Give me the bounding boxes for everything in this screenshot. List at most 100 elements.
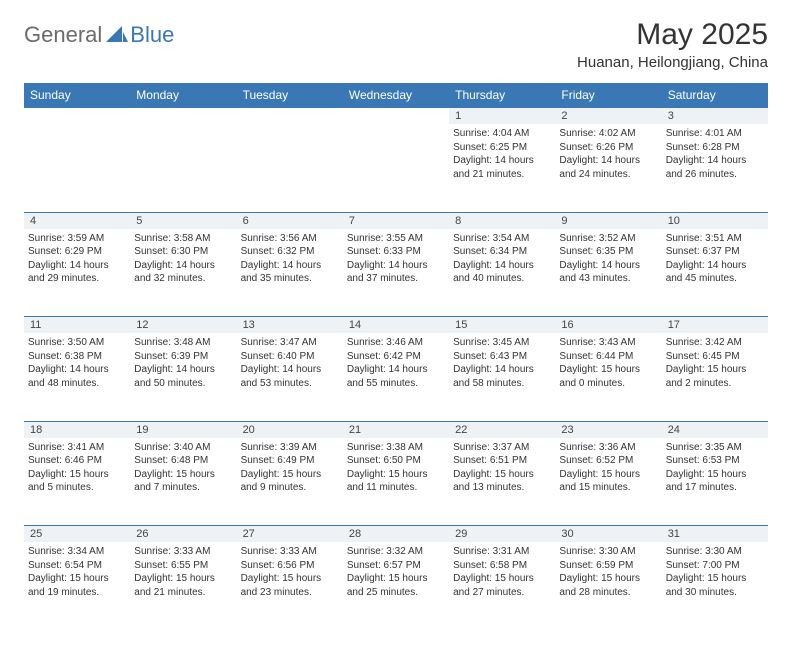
sunset-line: Sunset: 6:40 PM [241,350,339,364]
sunrise-line: Sunrise: 3:30 AM [559,545,657,559]
daylight-line: Daylight: 14 hours and 58 minutes. [453,363,551,390]
sunrise-line: Sunrise: 3:33 AM [134,545,232,559]
day-number-cell: 18 [24,421,130,438]
sunset-line: Sunset: 6:50 PM [347,454,445,468]
weekday-header: Friday [555,83,661,108]
day-number-cell: 14 [343,317,449,334]
daylight-line: Daylight: 15 hours and 0 minutes. [559,363,657,390]
sunset-line: Sunset: 6:59 PM [559,559,657,573]
logo-sail-icon [106,26,128,44]
sunset-line: Sunset: 6:45 PM [666,350,764,364]
sunrise-line: Sunrise: 3:46 AM [347,336,445,350]
sunrise-line: Sunrise: 3:32 AM [347,545,445,559]
day-detail-row: Sunrise: 3:41 AMSunset: 6:46 PMDaylight:… [24,438,768,526]
day-number-cell: 12 [130,317,236,334]
day-cell: Sunrise: 3:51 AMSunset: 6:37 PMDaylight:… [662,229,768,317]
sunset-line: Sunset: 6:51 PM [453,454,551,468]
sunset-line: Sunset: 6:38 PM [28,350,126,364]
day-number-cell: 13 [237,317,343,334]
sunset-line: Sunset: 6:44 PM [559,350,657,364]
day-cell: Sunrise: 3:33 AMSunset: 6:55 PMDaylight:… [130,542,236,630]
sunrise-line: Sunrise: 3:38 AM [347,441,445,455]
daylight-line: Daylight: 14 hours and 29 minutes. [28,259,126,286]
sunset-line: Sunset: 6:43 PM [453,350,551,364]
sunrise-line: Sunrise: 3:51 AM [666,232,764,246]
sunrise-line: Sunrise: 3:30 AM [666,545,764,559]
day-cell: Sunrise: 3:48 AMSunset: 6:39 PMDaylight:… [130,333,236,421]
sunset-line: Sunset: 6:52 PM [559,454,657,468]
day-number-cell: 15 [449,317,555,334]
daylight-line: Daylight: 15 hours and 17 minutes. [666,468,764,495]
sunrise-line: Sunrise: 3:33 AM [241,545,339,559]
day-number-cell: 20 [237,421,343,438]
day-cell: Sunrise: 3:45 AMSunset: 6:43 PMDaylight:… [449,333,555,421]
day-cell: Sunrise: 3:40 AMSunset: 6:48 PMDaylight:… [130,438,236,526]
day-cell: Sunrise: 3:56 AMSunset: 6:32 PMDaylight:… [237,229,343,317]
sunset-line: Sunset: 6:25 PM [453,141,551,155]
sunset-line: Sunset: 6:28 PM [666,141,764,155]
sunset-line: Sunset: 6:26 PM [559,141,657,155]
header: General Blue May 2025 Huanan, Heilongjia… [24,18,768,71]
day-cell [343,124,449,212]
daylight-line: Daylight: 14 hours and 45 minutes. [666,259,764,286]
weekday-header: Sunday [24,83,130,108]
day-cell: Sunrise: 3:47 AMSunset: 6:40 PMDaylight:… [237,333,343,421]
daylight-line: Daylight: 14 hours and 53 minutes. [241,363,339,390]
daylight-line: Daylight: 14 hours and 50 minutes. [134,363,232,390]
day-cell: Sunrise: 3:43 AMSunset: 6:44 PMDaylight:… [555,333,661,421]
day-number-cell: 3 [662,108,768,125]
daylight-line: Daylight: 14 hours and 24 minutes. [559,154,657,181]
sunrise-line: Sunrise: 3:42 AM [666,336,764,350]
day-number-cell: 11 [24,317,130,334]
sunset-line: Sunset: 6:30 PM [134,245,232,259]
day-cell: Sunrise: 3:32 AMSunset: 6:57 PMDaylight:… [343,542,449,630]
daylight-line: Daylight: 15 hours and 28 minutes. [559,572,657,599]
sunset-line: Sunset: 6:33 PM [347,245,445,259]
day-number-cell: 21 [343,421,449,438]
day-number-cell [24,108,130,125]
daylight-line: Daylight: 15 hours and 25 minutes. [347,572,445,599]
day-cell: Sunrise: 3:38 AMSunset: 6:50 PMDaylight:… [343,438,449,526]
day-cell: Sunrise: 3:37 AMSunset: 6:51 PMDaylight:… [449,438,555,526]
page-title: May 2025 [577,18,768,52]
weekday-header-row: Sunday Monday Tuesday Wednesday Thursday… [24,83,768,108]
sunrise-line: Sunrise: 4:02 AM [559,127,657,141]
daylight-line: Daylight: 15 hours and 15 minutes. [559,468,657,495]
daylight-line: Daylight: 14 hours and 35 minutes. [241,259,339,286]
day-cell: Sunrise: 3:42 AMSunset: 6:45 PMDaylight:… [662,333,768,421]
day-number-cell: 8 [449,212,555,229]
day-number-cell [343,108,449,125]
day-number-cell: 22 [449,421,555,438]
title-block: May 2025 Huanan, Heilongjiang, China [577,18,768,71]
day-cell [237,124,343,212]
weekday-header: Wednesday [343,83,449,108]
day-number-row: 18192021222324 [24,421,768,438]
day-cell: Sunrise: 3:35 AMSunset: 6:53 PMDaylight:… [662,438,768,526]
sunrise-line: Sunrise: 3:34 AM [28,545,126,559]
sunrise-line: Sunrise: 3:59 AM [28,232,126,246]
daylight-line: Daylight: 15 hours and 23 minutes. [241,572,339,599]
sunrise-line: Sunrise: 3:52 AM [559,232,657,246]
day-number-row: 11121314151617 [24,317,768,334]
day-number-cell: 7 [343,212,449,229]
sunrise-line: Sunrise: 4:04 AM [453,127,551,141]
day-cell [130,124,236,212]
sunrise-line: Sunrise: 3:39 AM [241,441,339,455]
sunrise-line: Sunrise: 3:55 AM [347,232,445,246]
day-cell: Sunrise: 3:59 AMSunset: 6:29 PMDaylight:… [24,229,130,317]
day-number-cell: 17 [662,317,768,334]
day-number-cell: 5 [130,212,236,229]
sunset-line: Sunset: 6:34 PM [453,245,551,259]
daylight-line: Daylight: 14 hours and 37 minutes. [347,259,445,286]
logo: General Blue [24,18,174,48]
day-cell: Sunrise: 4:02 AMSunset: 6:26 PMDaylight:… [555,124,661,212]
day-number-cell: 27 [237,526,343,543]
sunrise-line: Sunrise: 3:54 AM [453,232,551,246]
day-number-row: 25262728293031 [24,526,768,543]
day-number-cell: 25 [24,526,130,543]
day-number-cell: 26 [130,526,236,543]
day-number-cell: 1 [449,108,555,125]
day-cell: Sunrise: 3:34 AMSunset: 6:54 PMDaylight:… [24,542,130,630]
sunrise-line: Sunrise: 3:47 AM [241,336,339,350]
day-number-cell: 29 [449,526,555,543]
